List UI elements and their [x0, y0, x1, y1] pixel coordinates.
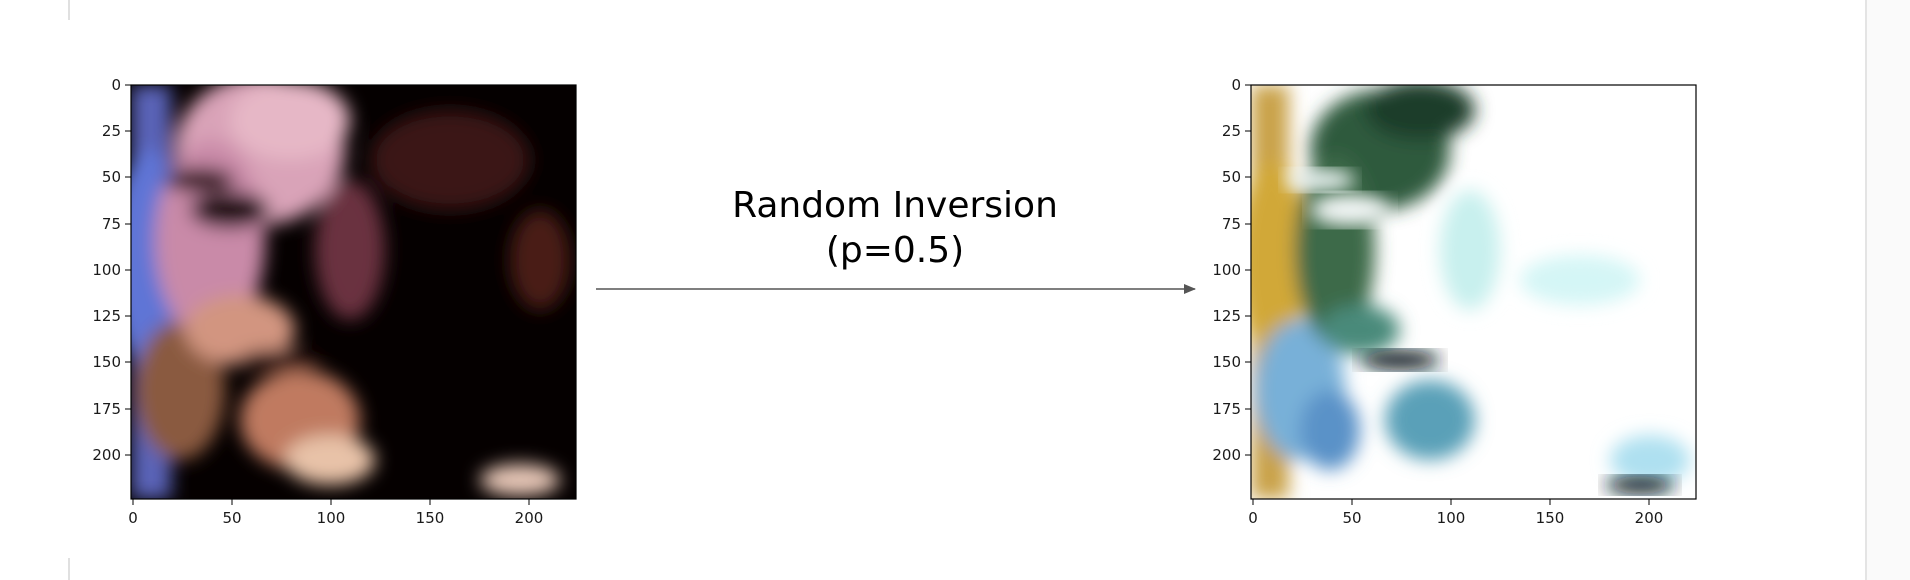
- right-y-ticks: [1245, 84, 1251, 456]
- right-y-tick-label: 125: [1212, 307, 1241, 325]
- left-y-tick-label: 175: [92, 400, 121, 418]
- right-y-tick-label: 25: [1222, 122, 1241, 140]
- right-y-tick-label: 200: [1212, 446, 1241, 464]
- left-x-tick-label: 50: [222, 509, 241, 527]
- right-x-tick-label: 200: [1635, 509, 1664, 527]
- inverted-face-image: [1251, 85, 1696, 499]
- left-y-tick-label: 100: [92, 261, 121, 279]
- transform-param: (p=0.5): [826, 230, 964, 271]
- right-x-ticks: [1252, 499, 1650, 505]
- right-y-tick-label: 0: [1231, 76, 1241, 94]
- left-y-tick-label: 75: [102, 215, 121, 233]
- left-y-ticks: [125, 84, 131, 456]
- top-edge-mark: [68, 0, 70, 20]
- transform-title: Random Inversion: [732, 185, 1058, 226]
- left-x-tick-label: 100: [317, 509, 346, 527]
- bottom-edge-mark: [68, 558, 70, 580]
- left-x-tick-label: 200: [515, 509, 544, 527]
- right-x-tick-label: 100: [1437, 509, 1466, 527]
- right-y-tick-label: 150: [1212, 353, 1241, 371]
- original-face-image: [131, 85, 576, 499]
- left-x-tick-label: 150: [416, 509, 445, 527]
- left-x-tick-label: 0: [128, 509, 138, 527]
- right-axes-frame: [1250, 84, 1697, 500]
- left-y-tick-label: 25: [102, 122, 121, 140]
- left-y-tick-label: 150: [92, 353, 121, 371]
- right-x-tick-label: 150: [1536, 509, 1565, 527]
- right-x-tick-label: 0: [1248, 509, 1258, 527]
- left-y-tick-label: 0: [111, 76, 121, 94]
- left-axes-frame: [130, 84, 577, 500]
- right-y-tick-label: 175: [1212, 400, 1241, 418]
- left-x-ticks: [132, 499, 530, 505]
- right-x-tick-label: 50: [1342, 509, 1361, 527]
- left-y-tick-label: 125: [92, 307, 121, 325]
- right-y-tick-label: 100: [1212, 261, 1241, 279]
- right-y-tick-label: 50: [1222, 168, 1241, 186]
- left-y-tick-label: 200: [92, 446, 121, 464]
- right-y-tick-label: 75: [1222, 215, 1241, 233]
- left-y-tick-label: 50: [102, 168, 121, 186]
